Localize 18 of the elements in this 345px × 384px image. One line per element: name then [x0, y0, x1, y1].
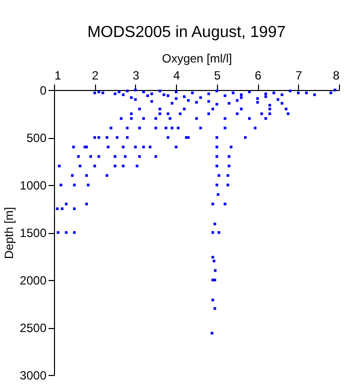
y-tick-label: 3000 — [20, 368, 47, 382]
x-tick-label: 6 — [254, 68, 262, 82]
y-tick-label: 1000 — [20, 178, 47, 192]
x-tick-label: 8 — [332, 68, 340, 82]
x-tick-label: 2 — [92, 68, 99, 82]
x-tick-label: 5 — [214, 68, 222, 82]
y-tick-label: 1500 — [20, 226, 47, 240]
chart-title: MODS2005 in August, 1997 — [87, 24, 286, 41]
x-tick-label: 1 — [54, 68, 62, 82]
x-axis-title: Oxygen [ml/l] — [162, 52, 232, 66]
y-tick-label: 2000 — [20, 274, 47, 288]
y-axis-title: Depth [m] — [2, 206, 16, 260]
x-tick-label: 3 — [132, 68, 140, 82]
x-tick-label: 7 — [295, 68, 302, 82]
y-tick-label: 2500 — [20, 321, 47, 335]
y-tick-label: 500 — [26, 131, 47, 145]
x-tick-label: 4 — [173, 68, 180, 82]
y-tick-label: 0 — [40, 84, 47, 98]
